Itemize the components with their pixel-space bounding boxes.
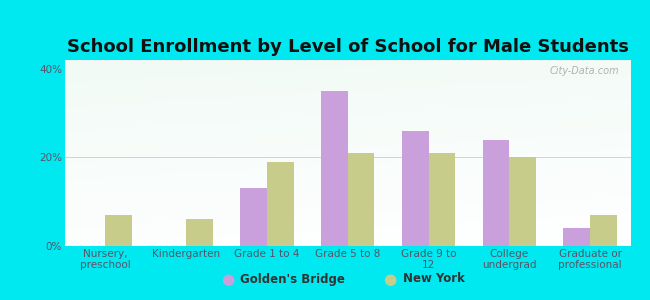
Bar	[348, 153, 374, 246]
Bar	[428, 153, 455, 246]
Title: School Enrollment by Level of School for Male Students: School Enrollment by Level of School for…	[67, 38, 629, 56]
Bar	[186, 219, 213, 246]
Bar	[321, 91, 348, 246]
Bar	[510, 158, 536, 246]
Text: ●: ●	[384, 272, 396, 286]
Text: Golden's Bridge: Golden's Bridge	[240, 272, 345, 286]
Text: New York: New York	[403, 272, 465, 286]
Bar	[564, 228, 590, 246]
Bar	[483, 140, 510, 246]
Bar	[105, 215, 132, 246]
Text: ●: ●	[221, 272, 234, 286]
Bar	[402, 131, 428, 246]
Bar	[267, 162, 294, 246]
Bar	[590, 215, 617, 246]
Bar	[240, 188, 267, 246]
Text: City-Data.com: City-Data.com	[549, 66, 619, 76]
